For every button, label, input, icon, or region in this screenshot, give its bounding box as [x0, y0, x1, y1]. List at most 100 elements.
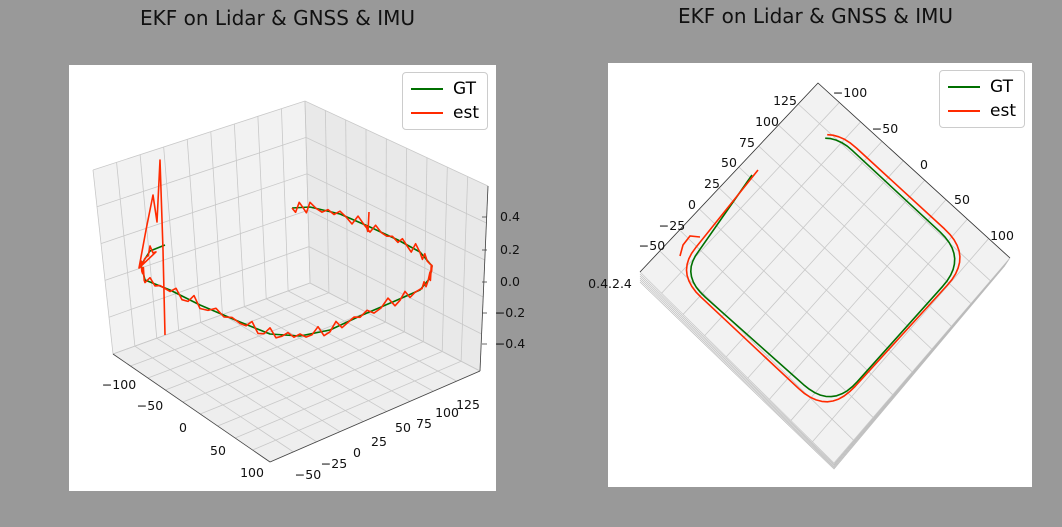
- x-tick-label: 0: [688, 197, 696, 212]
- z-tick-label: 0.4.2.4: [588, 276, 632, 291]
- z-tick-label: 0.2: [500, 242, 520, 257]
- series-est-spike: [365, 211, 370, 233]
- x-tick-label: 50: [721, 155, 737, 170]
- pane-floor: [113, 283, 480, 462]
- series-est-start: [679, 235, 701, 257]
- side-wall-edge: [639, 260, 1009, 466]
- z-tick-label: −0.2: [495, 305, 525, 320]
- floor-gridline: [725, 160, 904, 358]
- floor-gridline: [738, 166, 933, 350]
- legend-line-est: [948, 110, 981, 112]
- y-tick-label: 75: [416, 416, 432, 431]
- floor-gridline: [758, 145, 952, 327]
- wall-gridline: [365, 129, 368, 313]
- legend-line-gt: [411, 88, 444, 90]
- side-wall-edge: [639, 262, 1008, 468]
- axes-3d-perspective: −100 −50 0 50 100 −50 −25 0 25 50 75 100 125 0.4 0.2 0.…: [69, 65, 525, 491]
- y-tick-label: 50: [954, 192, 970, 207]
- x-tick-label: −50: [137, 398, 163, 413]
- z-tick-label: 0.0: [500, 274, 520, 289]
- floor-gridline: [747, 179, 925, 379]
- pane-floor: [640, 83, 1010, 463]
- pane-left-wall: [93, 101, 310, 354]
- wall-gridline: [441, 167, 448, 352]
- x-tick-label: −100: [102, 377, 136, 392]
- x-axis-line: [112, 353, 271, 463]
- floor-gridline: [661, 102, 840, 294]
- z-tick-label: −0.4: [495, 336, 525, 351]
- floor-gridline: [244, 306, 411, 402]
- x-tick-label: 0: [179, 420, 187, 435]
- floor-gridline: [718, 187, 913, 373]
- z-tick-label: 0.4: [500, 209, 520, 224]
- floor-gridline: [266, 298, 434, 392]
- floor-gridline: [699, 208, 893, 395]
- wall-gridline: [92, 100, 489, 187]
- side-wall-edge: [639, 263, 1007, 469]
- pane-right-wall: [305, 101, 488, 371]
- wall-gridline: [385, 138, 387, 323]
- floor-gridline: [769, 199, 947, 400]
- y-axis-line: [269, 370, 481, 463]
- y-tick-label: 25: [371, 434, 387, 449]
- side-wall-edge: [639, 265, 1006, 470]
- wall-gridline: [257, 116, 267, 299]
- wall-gridline: [186, 139, 201, 323]
- legend-entry-est: est: [411, 101, 479, 125]
- wall-gridline: [422, 157, 428, 342]
- wall-gridline: [112, 282, 481, 372]
- floor-gridline: [130, 292, 330, 367]
- y-tick-label: 0: [920, 157, 928, 172]
- chart-title: EKF on Lidar & GNSS & IMU: [140, 6, 416, 30]
- legend-label-gt: GT: [990, 77, 1013, 97]
- wall-gridline: [96, 136, 487, 224]
- floor-gridline: [217, 341, 424, 427]
- x-tick-label: −25: [659, 218, 685, 233]
- wall-gridline: [345, 119, 349, 303]
- floor-gridline: [778, 124, 972, 304]
- legend-label-est: est: [990, 101, 1016, 121]
- x-tick-label: 50: [210, 443, 226, 458]
- y-tick-label: 50: [395, 420, 411, 435]
- y-tick-label: 0: [353, 445, 361, 460]
- wall-gridline: [163, 146, 180, 331]
- series-gt-line: [690, 137, 956, 398]
- y-tick-label: 125: [456, 397, 480, 412]
- y-tick-label: −50: [872, 121, 898, 136]
- legend: GT est: [939, 70, 1025, 128]
- floor-gridline: [639, 271, 835, 464]
- wall-gridline: [281, 108, 289, 291]
- series-est-line: [685, 133, 961, 403]
- axes-3d-top-down: 125 100 75 50 25 0 −25 −50 −100 −50 0 50 100 0.4.2.4 …: [588, 63, 1032, 487]
- x-tick-label: −50: [639, 238, 665, 253]
- side-wall-edge: [639, 259, 1010, 465]
- wall-gridline: [92, 169, 114, 355]
- floor-gridline: [682, 121, 861, 315]
- floor-gridline: [178, 329, 341, 433]
- legend: GT est: [402, 72, 488, 130]
- floor-gridline: [790, 218, 968, 421]
- floor-gridline: [134, 345, 294, 453]
- legend-label-est: est: [453, 103, 479, 123]
- y-tick-label: −50: [295, 467, 321, 482]
- floor-gridline: [156, 337, 317, 443]
- legend-entry-gt: GT: [948, 75, 1016, 99]
- wall-gridline: [304, 100, 311, 284]
- legend-line-gt: [948, 86, 981, 88]
- floor-gridline: [182, 321, 386, 403]
- legend-entry-est: est: [948, 99, 1016, 123]
- wall-gridline: [100, 173, 485, 261]
- wall-gridline: [116, 162, 136, 347]
- x-tick-label: 100: [240, 465, 264, 480]
- wall-gridline: [324, 110, 330, 293]
- legend-entry-gt: GT: [411, 77, 479, 101]
- x-tick-label: 100: [755, 114, 779, 129]
- x-tick-label: 25: [704, 176, 720, 191]
- wall-gridline: [139, 154, 158, 339]
- x-tick-label: 125: [773, 93, 797, 108]
- y-tick-label: −25: [321, 456, 347, 471]
- chart-title: EKF on Lidar & GNSS & IMU: [678, 4, 954, 28]
- floor-gridline: [679, 229, 874, 418]
- floor-gridline: [252, 360, 462, 451]
